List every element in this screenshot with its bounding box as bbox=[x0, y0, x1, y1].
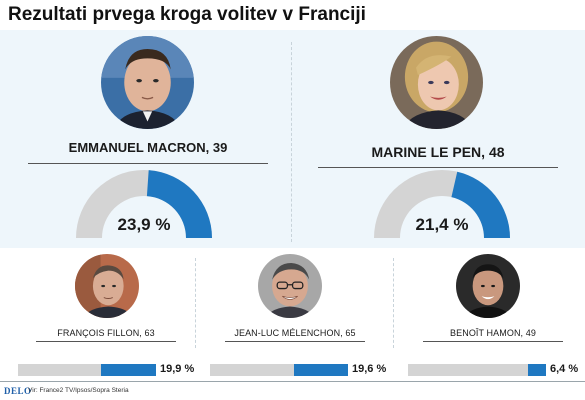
candidate-name-melenchon: JEAN-LUC MÉLENCHON, 65 bbox=[234, 328, 356, 338]
portrait-melenchon bbox=[258, 254, 322, 318]
bar-fill-hamon bbox=[528, 364, 546, 376]
bar-label-melenchon: 19,6 % bbox=[352, 363, 387, 375]
source-credit: Vir: France2 TV/Ipsos/Sopra Steria bbox=[28, 387, 129, 394]
portrait-le-pen-image bbox=[390, 36, 483, 129]
portrait-macron-image bbox=[101, 36, 194, 129]
bar-label-hamon: 6,4 % bbox=[550, 363, 579, 375]
portrait-fillon bbox=[75, 254, 139, 318]
bar-fill-fillon bbox=[101, 364, 156, 376]
panel-divider bbox=[291, 42, 292, 242]
name-rule-fillon bbox=[36, 341, 176, 342]
bar-track-melenchon bbox=[210, 364, 348, 376]
delo-logo: DELO bbox=[4, 386, 32, 396]
footer-rule bbox=[0, 381, 585, 382]
gauge-label-macron: 23,9 % bbox=[118, 215, 171, 234]
name-rule-melenchon bbox=[225, 341, 365, 342]
portrait-hamon-image bbox=[456, 254, 520, 318]
gauge-fill-macron bbox=[146, 170, 212, 238]
gauge-label-le-pen: 21,4 % bbox=[416, 215, 469, 234]
candidate-name-fillon: FRANÇOIS FILLON, 63 bbox=[57, 328, 155, 338]
name-rule-macron bbox=[28, 163, 268, 164]
candidate-name-macron: EMMANUEL MACRON, 39 bbox=[68, 140, 228, 155]
bar-track-fillon bbox=[18, 364, 156, 376]
portrait-macron bbox=[101, 36, 194, 129]
gauge-macron: 23,9 % bbox=[76, 170, 212, 238]
column-divider-1 bbox=[195, 258, 196, 348]
bar-label-fillon: 19,9 % bbox=[160, 363, 195, 375]
name-rule-hamon bbox=[423, 341, 563, 342]
bar-fill-melenchon bbox=[293, 364, 348, 376]
portrait-melenchon-image bbox=[258, 254, 322, 318]
gauge-fill-le-pen bbox=[451, 171, 510, 238]
gauge-le-pen: 21,4 % bbox=[374, 170, 510, 238]
portrait-le-pen bbox=[390, 36, 483, 129]
name-rule-le-pen bbox=[318, 167, 558, 168]
column-divider-2 bbox=[393, 258, 394, 348]
bar-track-hamon bbox=[408, 364, 546, 376]
portrait-fillon-image bbox=[75, 254, 139, 318]
portrait-hamon bbox=[456, 254, 520, 318]
candidate-name-hamon: BENOÎT HAMON, 49 bbox=[450, 328, 536, 338]
candidate-name-le-pen: MARINE LE PEN, 48 bbox=[371, 144, 505, 160]
